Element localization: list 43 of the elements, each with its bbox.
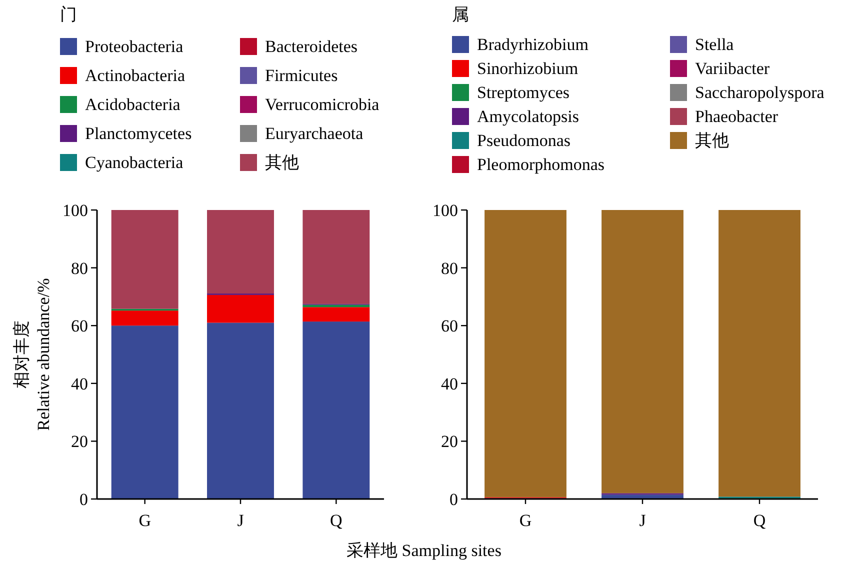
legend-label: Pleomorphomonas (477, 155, 604, 174)
y-axis-title: 相对丰度 Relative abundance/% (12, 278, 53, 431)
legend-label: Verrucomicrobia (265, 95, 380, 114)
y-tick-label: 60 (71, 316, 88, 336)
x-tick-label: G (519, 511, 532, 530)
legend-title: 门 (60, 5, 77, 24)
y-tick-label: 40 (71, 374, 88, 394)
legend-label: 其他 (265, 153, 299, 172)
legend-label: Planctomycetes (85, 124, 192, 143)
legend-label: Phaeobacter (695, 107, 778, 126)
x-axis-title: 采样地 Sampling sites (346, 541, 502, 560)
legend-label: Bacteroidetes (265, 37, 358, 56)
x-tick-label: Q (330, 511, 342, 530)
y-tick-label: 20 (71, 432, 88, 452)
legend-label: Acidobacteria (85, 95, 181, 114)
legend-label: Variibacter (695, 59, 770, 78)
y-tick-label: 80 (71, 258, 88, 278)
y-tick-label: 100 (62, 201, 88, 220)
y-tick-label: 0 (450, 490, 458, 509)
legend-label: Saccharopolyspora (695, 83, 825, 102)
y-tick-label: 40 (441, 374, 458, 394)
y-tick-label: 100 (432, 201, 458, 220)
legend-label: Euryarchaeota (265, 124, 364, 143)
legend-label: Streptomyces (477, 83, 570, 102)
legend-label: Cyanobacteria (85, 153, 184, 172)
legend-label: Firmicutes (265, 66, 338, 85)
x-tick-label: Q (753, 511, 766, 530)
y-tick-label: 0 (80, 490, 88, 509)
legend-label: Pseudomonas (477, 131, 570, 150)
x-tick-label: J (639, 511, 646, 530)
y-tick-label: 80 (441, 258, 458, 278)
x-tick-label: G (138, 511, 151, 530)
legend-label: 其他 (695, 131, 729, 150)
legend-label: Stella (695, 35, 734, 54)
legend-label: Proteobacteria (85, 37, 184, 56)
legend-title: 属 (452, 5, 469, 24)
legend-label: Actinobacteria (85, 66, 186, 85)
x-tick-label: J (237, 511, 244, 530)
legend-label: Bradyrhizobium (477, 35, 588, 54)
legend-label: Amycolatopsis (477, 107, 579, 126)
y-tick-label: 60 (441, 316, 458, 336)
legend-label: Sinorhizobium (477, 59, 578, 78)
y-tick-label: 20 (441, 432, 458, 452)
